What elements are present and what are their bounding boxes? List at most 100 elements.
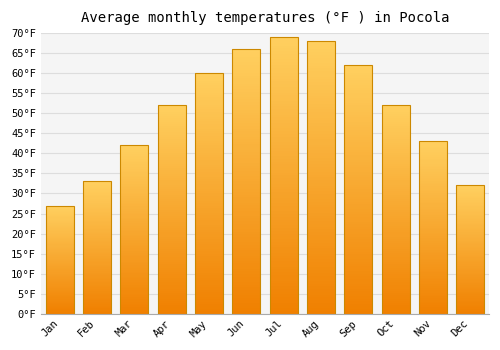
Bar: [195, 172, 223, 174]
Bar: [83, 265, 111, 266]
Bar: [120, 145, 148, 147]
Bar: [382, 234, 409, 237]
Bar: [382, 195, 409, 197]
Bar: [270, 82, 297, 84]
Bar: [195, 280, 223, 282]
Bar: [456, 232, 484, 233]
Bar: [120, 297, 148, 299]
Bar: [46, 229, 74, 230]
Bar: [382, 180, 409, 182]
Bar: [270, 187, 297, 189]
Bar: [195, 302, 223, 304]
Bar: [270, 261, 297, 264]
Bar: [195, 126, 223, 128]
Bar: [158, 208, 186, 210]
Bar: [382, 197, 409, 199]
Bar: [344, 90, 372, 93]
Bar: [83, 212, 111, 213]
Bar: [456, 292, 484, 293]
Bar: [120, 257, 148, 258]
Bar: [195, 309, 223, 311]
Bar: [158, 239, 186, 241]
Bar: [419, 288, 447, 289]
Bar: [382, 153, 409, 155]
Bar: [344, 266, 372, 269]
Bar: [270, 150, 297, 153]
Bar: [419, 198, 447, 200]
Bar: [46, 307, 74, 308]
Bar: [46, 286, 74, 287]
Bar: [344, 189, 372, 192]
Bar: [83, 287, 111, 289]
Bar: [120, 194, 148, 196]
Bar: [456, 201, 484, 202]
Bar: [232, 240, 260, 242]
Bar: [83, 262, 111, 264]
Bar: [270, 167, 297, 170]
Bar: [120, 312, 148, 314]
Bar: [382, 147, 409, 149]
Bar: [344, 150, 372, 152]
Bar: [307, 164, 335, 167]
Bar: [419, 220, 447, 222]
Bar: [232, 205, 260, 208]
Bar: [307, 257, 335, 259]
Bar: [195, 261, 223, 263]
Bar: [120, 182, 148, 184]
Bar: [158, 309, 186, 312]
Bar: [120, 196, 148, 198]
Bar: [232, 62, 260, 65]
Bar: [83, 246, 111, 247]
Bar: [232, 271, 260, 274]
Bar: [344, 195, 372, 197]
Bar: [382, 289, 409, 291]
Bar: [307, 240, 335, 243]
Bar: [344, 103, 372, 105]
Bar: [456, 296, 484, 297]
Bar: [307, 248, 335, 251]
Bar: [456, 205, 484, 206]
Bar: [195, 201, 223, 203]
Bar: [456, 226, 484, 228]
Bar: [232, 155, 260, 158]
Bar: [232, 105, 260, 107]
Bar: [46, 302, 74, 303]
Bar: [83, 285, 111, 286]
Bar: [307, 156, 335, 159]
Bar: [307, 186, 335, 188]
Bar: [344, 68, 372, 70]
Bar: [382, 201, 409, 203]
Bar: [46, 254, 74, 255]
Bar: [46, 210, 74, 211]
Bar: [419, 286, 447, 288]
Bar: [344, 224, 372, 227]
Bar: [46, 288, 74, 289]
Bar: [382, 205, 409, 208]
Bar: [456, 294, 484, 296]
Bar: [344, 294, 372, 296]
Bar: [419, 233, 447, 234]
Bar: [307, 52, 335, 55]
Bar: [83, 278, 111, 279]
Bar: [419, 152, 447, 153]
Bar: [195, 299, 223, 302]
Bar: [270, 156, 297, 159]
Bar: [270, 106, 297, 109]
Bar: [195, 162, 223, 164]
Bar: [120, 273, 148, 275]
Bar: [195, 263, 223, 266]
Bar: [270, 311, 297, 314]
Bar: [195, 109, 223, 112]
Bar: [232, 253, 260, 255]
Bar: [158, 112, 186, 114]
Bar: [120, 305, 148, 307]
Bar: [83, 225, 111, 226]
Bar: [83, 290, 111, 291]
Bar: [46, 255, 74, 256]
Bar: [83, 257, 111, 258]
Bar: [382, 218, 409, 220]
Bar: [46, 226, 74, 227]
Bar: [158, 249, 186, 251]
Bar: [270, 60, 297, 62]
Bar: [232, 92, 260, 94]
